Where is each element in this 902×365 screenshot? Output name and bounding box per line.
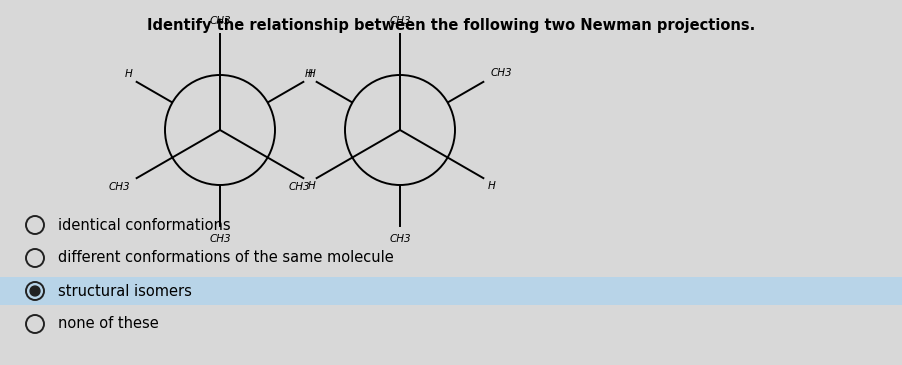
Text: H: H bbox=[308, 181, 315, 191]
Text: CH3: CH3 bbox=[288, 182, 309, 192]
Text: CH3: CH3 bbox=[209, 234, 231, 244]
Text: H: H bbox=[124, 69, 133, 79]
Text: Identify the relationship between the following two Newman projections.: Identify the relationship between the fo… bbox=[147, 18, 755, 33]
Text: different conformations of the same molecule: different conformations of the same mole… bbox=[58, 250, 393, 265]
Text: none of these: none of these bbox=[58, 316, 159, 331]
FancyBboxPatch shape bbox=[0, 277, 902, 305]
Circle shape bbox=[30, 286, 40, 296]
Text: H: H bbox=[487, 181, 495, 191]
Text: CH3: CH3 bbox=[490, 68, 511, 78]
Text: H: H bbox=[308, 69, 315, 79]
Text: identical conformations: identical conformations bbox=[58, 218, 230, 233]
Text: CH3: CH3 bbox=[108, 182, 130, 192]
Circle shape bbox=[345, 75, 455, 185]
Text: CH3: CH3 bbox=[389, 234, 410, 244]
Circle shape bbox=[165, 75, 275, 185]
Text: CH3: CH3 bbox=[389, 16, 410, 26]
Text: CH3: CH3 bbox=[209, 16, 231, 26]
Text: H: H bbox=[304, 69, 312, 79]
Text: structural isomers: structural isomers bbox=[58, 284, 191, 299]
